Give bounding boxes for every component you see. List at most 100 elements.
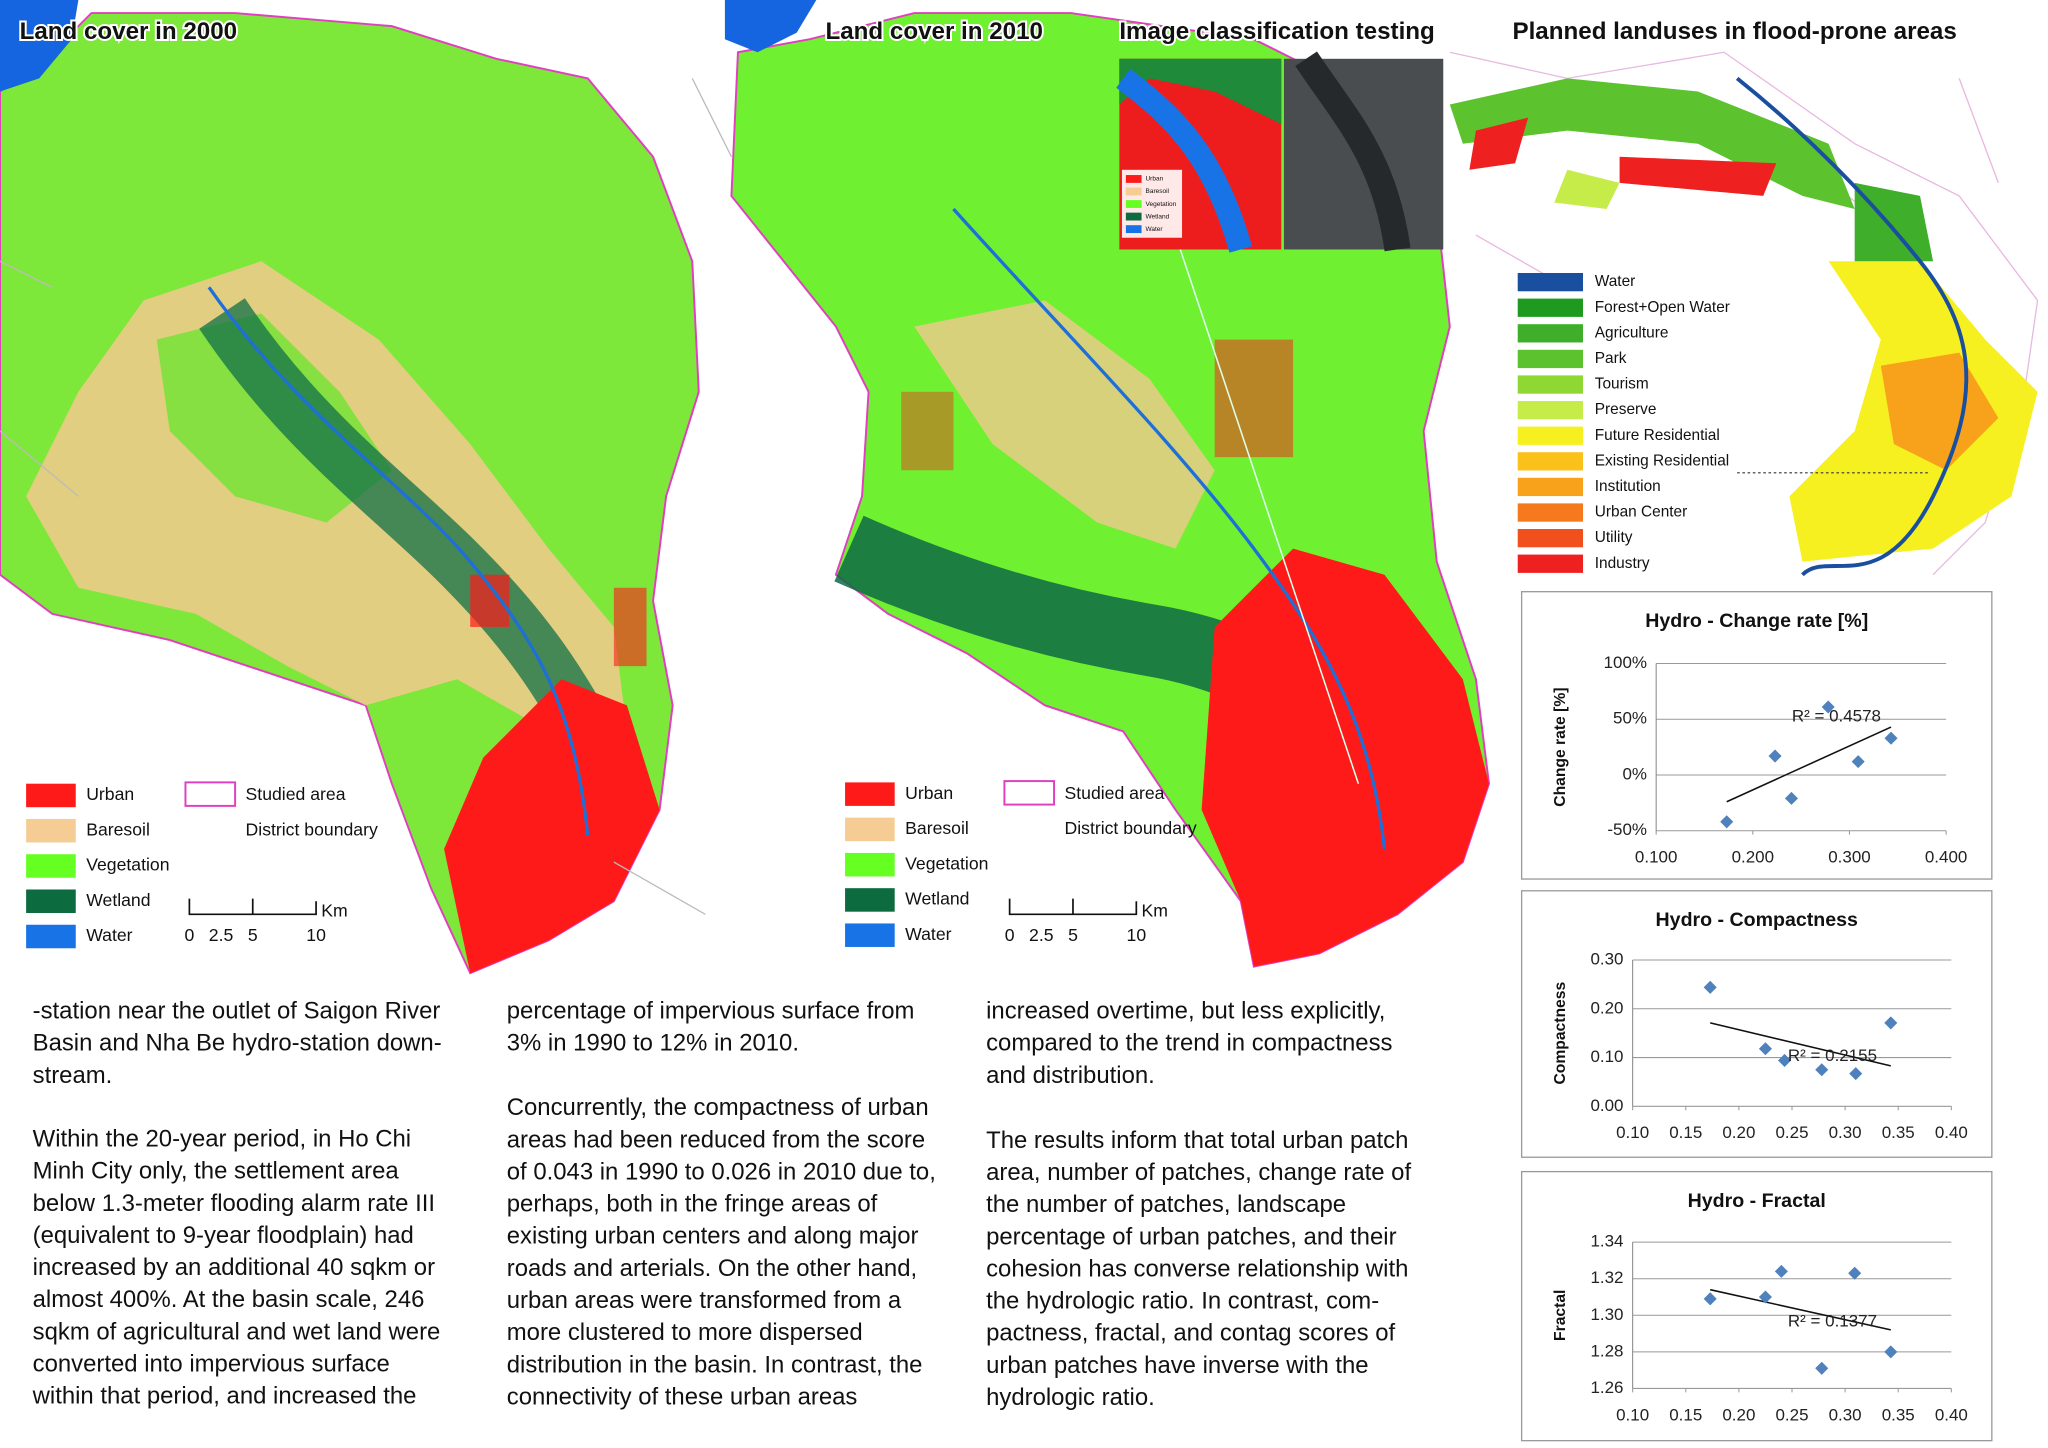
body-text: Minh City only, the settlement area xyxy=(33,1158,400,1185)
legend-swatch xyxy=(1517,272,1584,292)
map-water xyxy=(724,0,817,53)
legend-swatch xyxy=(1517,477,1584,497)
legend-label: Urban xyxy=(1145,176,1163,183)
legend-swatch xyxy=(845,782,895,806)
plan-zone xyxy=(1880,352,1999,471)
body-text: below 1.3-meter flooding alarm rate III xyxy=(33,1190,435,1217)
x-tick-label: 0.35 xyxy=(1882,1405,1915,1424)
classified-vegetation xyxy=(1119,58,1282,125)
legend-swatch xyxy=(1517,324,1584,343)
x-tick-label: 0.20 xyxy=(1722,1123,1755,1142)
y-tick-label: 50% xyxy=(1613,709,1647,728)
map-urban xyxy=(613,587,647,667)
body-text: roads and arterials. On the other hand, xyxy=(507,1255,917,1282)
legend-swatch xyxy=(1517,426,1584,445)
scale-label: 5 xyxy=(1068,925,1078,945)
x-tick-label: 0.30 xyxy=(1829,1405,1862,1424)
body-text: Concurrently, the compactness of urban xyxy=(507,1094,929,1121)
body-text: urban patches have inverse with the xyxy=(986,1352,1368,1379)
plan-zone xyxy=(1619,156,1777,196)
body-text: pactness, fractal, and contag scores of xyxy=(986,1320,1395,1347)
x-tick-label: 0.35 xyxy=(1882,1123,1915,1142)
y-tick-label: 1.26 xyxy=(1590,1378,1623,1397)
legend-swatch xyxy=(845,852,895,877)
legend-swatch xyxy=(1517,298,1584,317)
legend-label: Water xyxy=(905,924,951,944)
scale-label: 2.5 xyxy=(209,925,234,945)
data-point xyxy=(1703,1292,1717,1306)
x-tick-label: 0.10 xyxy=(1616,1405,1649,1424)
body-text: and distribution. xyxy=(986,1062,1155,1089)
legend-swatch xyxy=(1125,225,1142,234)
legend-swatch xyxy=(845,817,895,842)
body-text: of 0.043 in 1990 to 0.026 in 2010 due to… xyxy=(507,1158,936,1185)
y-axis-title: Change rate [%] xyxy=(1552,688,1569,807)
map-title: Land cover in 2000 xyxy=(20,18,238,45)
body-text: distribution in the basin. In contrast, … xyxy=(507,1351,923,1378)
body-text: connectivity of these urban areas xyxy=(507,1383,858,1410)
x-tick-label: 0.300 xyxy=(1828,848,1870,867)
body-text: compared to the trend in compactness xyxy=(986,1030,1392,1057)
legend-swatch xyxy=(845,923,895,947)
y-tick-label: -50% xyxy=(1607,820,1647,839)
legend-label: Forest+Open Water xyxy=(1595,299,1730,316)
plan-zone xyxy=(1449,78,1855,209)
plan-zone xyxy=(1554,169,1620,209)
chart-frame xyxy=(1520,591,1993,880)
body-text: existing urban centers and along major xyxy=(507,1223,919,1250)
y-tick-label: 0.20 xyxy=(1590,998,1623,1017)
scale-label: 0 xyxy=(1005,925,1015,945)
x-tick-label: 0.40 xyxy=(1935,1123,1968,1142)
legend-label: Park xyxy=(1595,350,1627,367)
body-text: perhaps, both in the fringe areas of xyxy=(507,1191,878,1218)
map-title: Land cover in 2010 xyxy=(825,18,1043,45)
x-tick-label: 0.400 xyxy=(1925,848,1967,867)
data-point xyxy=(1884,731,1898,745)
legend-label: Studied area xyxy=(1064,783,1164,803)
data-point xyxy=(1884,1345,1898,1359)
body-text: Within the 20-year period, in Ho Chi xyxy=(33,1126,411,1153)
legend-label: Wetland xyxy=(905,889,969,909)
body-text: 3% in 1990 to 12% in 2010. xyxy=(507,1030,799,1057)
x-tick-label: 0.200 xyxy=(1732,848,1774,867)
y-tick-label: 0.30 xyxy=(1590,950,1623,969)
legend-swatch xyxy=(26,924,76,949)
legend-swatch xyxy=(1125,187,1142,196)
legend-swatch xyxy=(26,889,76,913)
legend-label: Vegetation xyxy=(1145,201,1176,208)
annotation: R² = 0.1377 xyxy=(1788,1311,1877,1330)
x-tick-label: 0.15 xyxy=(1669,1405,1702,1424)
body-text: Basin and Nha Be hydro-station down- xyxy=(33,1030,442,1057)
data-point xyxy=(1815,1063,1829,1077)
y-tick-label: 0.00 xyxy=(1590,1096,1623,1115)
y-tick-label: 0.10 xyxy=(1590,1047,1623,1066)
map-title: Image classification testing xyxy=(1119,18,1434,45)
body-text: increased overtime, but less explicitly, xyxy=(986,998,1385,1025)
body-text: percentage of urban patches, and their xyxy=(986,1223,1396,1250)
body-text: increased by an additional 40 sqkm or xyxy=(33,1254,435,1281)
plan-zone xyxy=(1854,182,1934,262)
satellite-river xyxy=(1295,51,1411,252)
scale-label: 5 xyxy=(248,925,258,945)
legend-label: Baresoil xyxy=(905,818,969,838)
y-tick-label: 1.34 xyxy=(1590,1232,1623,1251)
scale-unit: Km xyxy=(321,900,347,920)
legend-swatch xyxy=(1125,175,1142,183)
y-tick-label: 1.30 xyxy=(1590,1305,1623,1324)
legend-label: Wetland xyxy=(86,890,150,910)
body-text: cohesion has converse relationship with xyxy=(986,1255,1408,1282)
legend-label: Preserve xyxy=(1595,401,1657,418)
legend-label: Existing Residential xyxy=(1595,452,1729,469)
map-water xyxy=(0,0,79,92)
y-axis-title: Fractal xyxy=(1552,1290,1569,1341)
x-tick-label: 0.30 xyxy=(1829,1123,1862,1142)
chart-title: Hydro - Compactness xyxy=(1656,909,1858,931)
body-text: percentage of impervious surface from xyxy=(507,998,915,1025)
legend-label: Vegetation xyxy=(86,855,169,875)
map-baresoil xyxy=(914,300,1215,549)
legend-swatch xyxy=(1517,528,1584,548)
data-point xyxy=(1720,815,1734,829)
map-title: Planned landuses in flood-prone areas xyxy=(1512,18,1956,45)
legend-swatch xyxy=(845,888,895,912)
